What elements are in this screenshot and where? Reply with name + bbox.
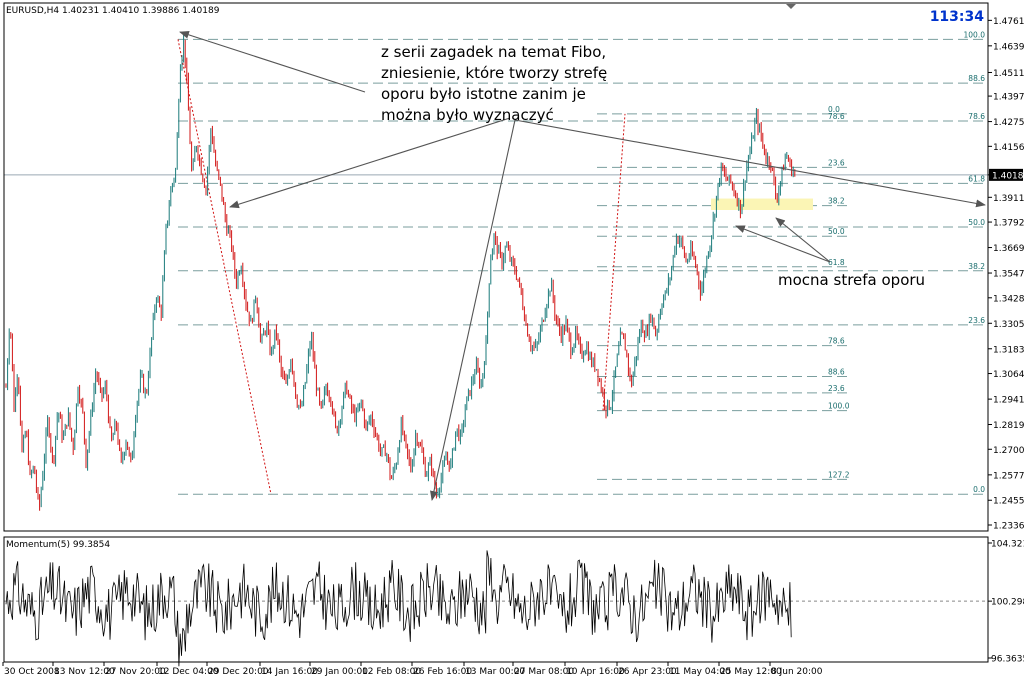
x-tick-label: 13 Nov 12:00 bbox=[54, 667, 115, 677]
text-layer: EURUSD,H4 1.40231 1.40410 1.39886 1.4018… bbox=[6, 6, 984, 550]
momentum-line bbox=[5, 550, 792, 667]
y-tick-label: 1.43975 bbox=[993, 93, 1024, 103]
x-tick-label: 27 Mar 08:00 bbox=[514, 667, 574, 677]
x-tick-label: 29 Jan 00:00 bbox=[311, 667, 368, 677]
y-tick-label: 1.27000 bbox=[993, 446, 1024, 456]
y-tick-label: 1.42750 bbox=[993, 118, 1024, 128]
x-tick-label: 12 Dec 04:00 bbox=[158, 667, 219, 677]
fib-a-trendline bbox=[177, 39, 272, 495]
fib-b-level-label: 23.6 bbox=[828, 384, 845, 393]
y-tick-label: 1.25770 bbox=[993, 471, 1024, 481]
candles bbox=[5, 33, 796, 511]
x-tick-label: 25 May 12:00 bbox=[720, 667, 782, 677]
y-tick-label: 1.28190 bbox=[993, 421, 1024, 431]
x-tick-label: 12 Feb 08:00 bbox=[362, 667, 421, 677]
fib-b-level-label: 127.2 bbox=[828, 470, 850, 479]
x-tick-label: 10 Apr 16:00 bbox=[566, 667, 625, 677]
fib-b-level-label: 88.6 bbox=[828, 367, 845, 376]
x-tick-label: 11 May 04:00 bbox=[669, 667, 731, 677]
y-tick-label: 1.47615 bbox=[993, 17, 1024, 27]
y-tick-label: 1.36695 bbox=[993, 244, 1024, 254]
candle-timer: 113:34 bbox=[930, 9, 985, 25]
fib-a-level-label: 50.0 bbox=[968, 218, 985, 227]
annotation-arrow bbox=[179, 30, 366, 93]
momentum-panel bbox=[4, 550, 988, 667]
y-tick-label: 1.24550 bbox=[993, 497, 1024, 507]
y-tick-label: 1.39110 bbox=[993, 194, 1024, 204]
x-tick-label: 8 Jun 20:00 bbox=[771, 667, 823, 677]
y-tick-label: 1.33055 bbox=[993, 320, 1024, 330]
fib-b-level-label: 0.0 bbox=[828, 105, 840, 114]
main-panel-frame bbox=[3, 2, 989, 532]
fib-b-level-label: 78.6 bbox=[828, 337, 845, 346]
annotation-arrow bbox=[735, 225, 831, 263]
zone-label: mocna strefa oporu bbox=[778, 271, 925, 289]
scroll-marker-icon[interactable] bbox=[786, 4, 796, 9]
y-tick-label: 1.23360 bbox=[993, 522, 1024, 532]
momentum-y-tick-label: 100.2986 bbox=[991, 598, 1024, 608]
fib-a-level-label: 88.6 bbox=[968, 74, 985, 83]
y-tick-label: 1.35470 bbox=[993, 270, 1024, 280]
fib-b-level-label: 23.6 bbox=[828, 158, 845, 167]
x-tick-label: 13 Mar 00:00 bbox=[465, 667, 525, 677]
fib-b-trendline bbox=[602, 113, 626, 411]
momentum-panel-frame bbox=[3, 536, 989, 663]
fib-a-level-label: 100.0 bbox=[964, 30, 986, 39]
fib-a-level-label: 78.6 bbox=[968, 112, 985, 121]
x-tick-label: 14 Jan 16:00 bbox=[261, 667, 318, 677]
x-tick-label: 29 Dec 20:00 bbox=[208, 667, 269, 677]
main-panel: 100.088.678.661.850.038.223.60.00.078.62… bbox=[4, 30, 988, 511]
fib-b-level-label: 38.2 bbox=[828, 197, 845, 206]
y-tick-label: 1.30640 bbox=[993, 370, 1024, 380]
fib-b-level-label: 50.0 bbox=[828, 227, 845, 236]
fib-a-level-label: 38.2 bbox=[968, 262, 985, 271]
fib-a-level-label: 61.8 bbox=[968, 174, 985, 183]
x-tick-label: 26 Apr 23:00 bbox=[618, 667, 677, 677]
momentum-y-tick-label: 96.3635 bbox=[991, 655, 1024, 665]
annotation-line: oporu było istotne zanim je bbox=[381, 85, 586, 103]
resistance-zone bbox=[711, 198, 813, 210]
y-tick-label-current: 1.40189 bbox=[992, 171, 1024, 181]
y-tick-label: 1.31830 bbox=[993, 345, 1024, 355]
fib-b-level-label: 100.0 bbox=[828, 402, 850, 411]
y-tick-label: 1.46390 bbox=[993, 42, 1024, 52]
x-tick-label: 26 Feb 16:00 bbox=[413, 667, 472, 677]
current-price-box bbox=[989, 168, 1023, 181]
y-tick-label: 1.29410 bbox=[993, 396, 1024, 406]
y-tick-label: 1.45110 bbox=[993, 69, 1024, 79]
y-tick-label: 1.37920 bbox=[993, 219, 1024, 229]
y-tick-label: 1.34280 bbox=[993, 294, 1024, 304]
annotation-line: zniesienie, które tworzy strefę bbox=[381, 64, 607, 82]
momentum-header: Momentum(5) 99.3854 bbox=[6, 540, 110, 550]
annotation-arrow bbox=[775, 217, 831, 263]
annotation-line: można było wyznaczyć bbox=[381, 106, 554, 124]
y-tick-label: 1.41560 bbox=[993, 143, 1024, 153]
momentum-y-tick-label: 104.3219 bbox=[991, 540, 1024, 550]
fib-b-level-label: 61.8 bbox=[828, 258, 845, 267]
annotation-arrow bbox=[430, 119, 516, 501]
annotation-line: z serii zagadek na temat Fibo, bbox=[381, 43, 606, 61]
fib-a-level-label: 23.6 bbox=[968, 316, 985, 325]
fib-b-level-label: 78.6 bbox=[828, 112, 845, 121]
annotation-arrow bbox=[229, 117, 511, 209]
x-tick-label: 27 Nov 20:00 bbox=[105, 667, 166, 677]
x-tick-label: 30 Oct 2008 bbox=[4, 667, 60, 677]
symbol-header: EURUSD,H4 1.40231 1.40410 1.39886 1.4018… bbox=[6, 6, 220, 16]
annotation-arrow bbox=[514, 119, 986, 208]
fib-a-level-label: 0.0 bbox=[973, 485, 985, 494]
